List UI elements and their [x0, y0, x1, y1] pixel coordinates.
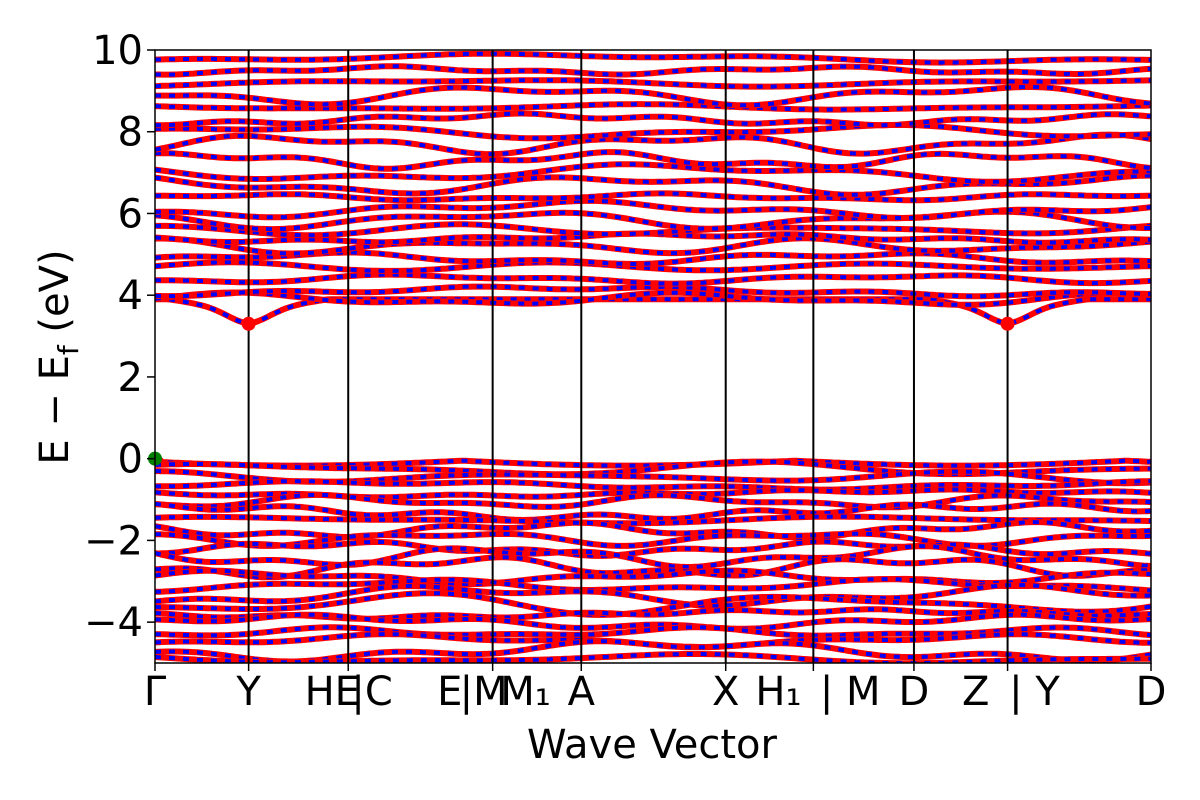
bands-layer	[155, 50, 1151, 663]
valence-band-4-spin-down	[155, 487, 1151, 500]
x-tick-label: | M	[820, 669, 881, 715]
y-tick-label: 10	[92, 28, 143, 74]
conduction-band-3-spin-down	[155, 272, 1151, 286]
conduction-band-17	[155, 110, 1151, 129]
valence-band-2-spin-down	[155, 469, 1151, 486]
y-tick-label: 6	[118, 191, 143, 237]
conduction-band-22-spin-down	[155, 51, 1151, 65]
plot-frame	[154, 49, 1152, 664]
x-tick-label: X	[712, 669, 739, 715]
valence-band-16	[155, 590, 1151, 618]
conduction-band-16-spin-down	[155, 123, 1151, 141]
y-tick-label: 8	[118, 110, 143, 156]
y-tick-label: 2	[118, 355, 143, 401]
valence-band-5	[155, 491, 1151, 511]
y-tick-label: −2	[84, 518, 143, 564]
x-tick-label: M₁	[500, 669, 551, 715]
valence-band-8	[155, 519, 1151, 541]
valence-band-0-spin-down	[155, 456, 1151, 468]
valence-band-11	[155, 543, 1151, 570]
conduction-band-4-spin-down	[155, 260, 1151, 273]
x-axis-title: Wave Vector	[527, 722, 778, 768]
x-tick-label: E	[437, 669, 462, 715]
x-tick-label: Y	[235, 669, 261, 715]
valence-band-20-spin-down	[155, 632, 1151, 649]
x-tick-label: HE	[305, 669, 360, 715]
x-tick-label: |C	[351, 669, 392, 715]
conduction-band-3	[155, 271, 1151, 287]
conduction-band-15	[155, 131, 1151, 158]
y-tick-label: −4	[84, 600, 143, 646]
valence-band-18	[155, 611, 1151, 632]
x-tick-label: D	[1136, 669, 1167, 715]
conduction-band-2-spin-down	[155, 284, 1151, 299]
x-tick-label: H₁	[755, 669, 801, 715]
cbm-marker-0	[241, 316, 256, 331]
conduction-band-19	[155, 84, 1151, 109]
conduction-band-5-spin-down	[155, 250, 1151, 267]
y-axis-ticks: −4 −2 0 2 4 6 8 10	[84, 28, 155, 646]
conduction-band-16	[155, 122, 1151, 142]
valence-band-7-spin-down	[155, 514, 1151, 526]
conduction-band-8-spin-down	[155, 222, 1151, 238]
conduction-band-14	[155, 149, 1151, 172]
y-tick-label: 4	[118, 273, 143, 319]
conduction-band-6	[155, 235, 1151, 257]
conduction-band-11	[155, 190, 1151, 204]
conduction-band-17-spin-down	[155, 111, 1151, 128]
conduction-band-11-spin-down	[155, 191, 1151, 203]
valence-band-12	[155, 554, 1151, 581]
valence-band-17-spin-down	[155, 607, 1151, 621]
x-tick-label: | Y	[1009, 669, 1060, 715]
conduction-band-7-spin-down	[155, 231, 1151, 245]
valence-band-15	[155, 582, 1151, 609]
x-tick-label: |M	[460, 669, 508, 715]
valence-band-3	[155, 478, 1151, 493]
x-tick-label: A	[568, 669, 596, 715]
high-symmetry-lines	[247, 50, 1009, 663]
y-axis-title-subscript: f	[52, 344, 85, 355]
valence-band-3-spin-down	[155, 479, 1151, 492]
cbm-marker-1	[1000, 316, 1015, 331]
x-tick-label: Γ	[144, 669, 167, 715]
y-axis-title-main: E − E	[32, 355, 78, 465]
conduction-band-21-spin-down	[155, 64, 1151, 77]
conduction-band-10	[155, 197, 1151, 221]
valence-band-19-spin-down	[155, 625, 1151, 638]
valence-band-22-spin-down	[155, 652, 1151, 663]
conduction-band-1-spin-down	[155, 290, 1151, 307]
conduction-band-22	[155, 50, 1151, 66]
conduction-band-0-spin-down	[155, 297, 1151, 326]
conduction-band-20-spin-down	[155, 78, 1151, 89]
conduction-band-21	[155, 63, 1151, 78]
conduction-band-13	[155, 161, 1151, 185]
x-tick-label: D	[899, 669, 930, 715]
valence-band-6	[155, 500, 1151, 523]
valence-band-10	[155, 538, 1151, 559]
y-axis-title: E − Ef (eV)	[32, 249, 85, 464]
conduction-band-18-spin-down	[155, 102, 1151, 112]
y-tick-label: 0	[118, 437, 143, 483]
y-axis-title-unit: (eV)	[32, 249, 78, 345]
x-tick-label: Z	[962, 669, 989, 715]
